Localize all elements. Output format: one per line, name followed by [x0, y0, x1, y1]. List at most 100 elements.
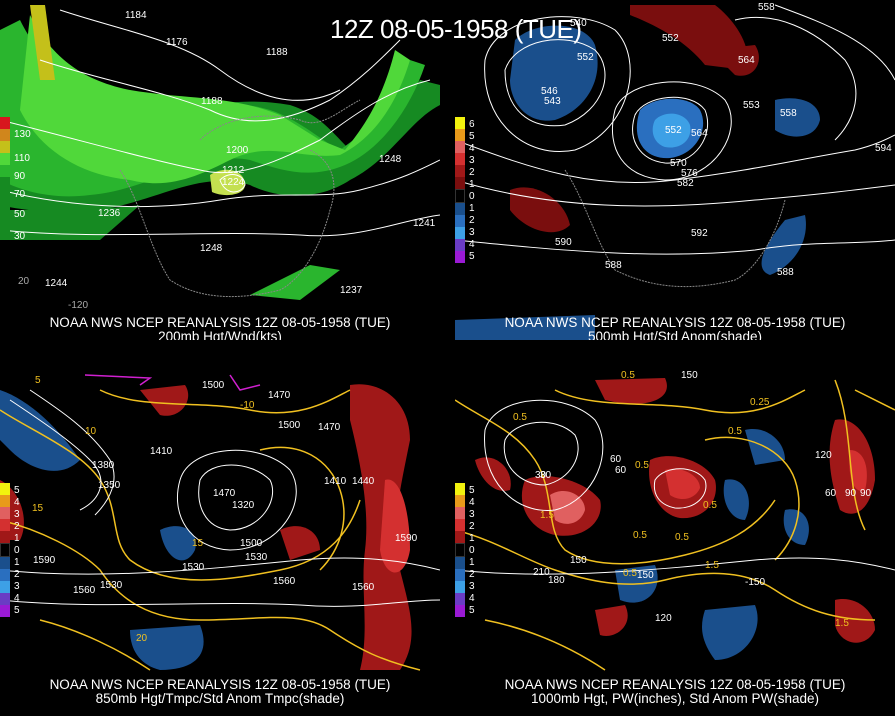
contour-label: 1320 [232, 500, 255, 511]
contour-label: 180 [548, 575, 565, 586]
pw-label: 0.5 [728, 426, 742, 437]
contour-label: 590 [555, 237, 572, 248]
contour-label: 1530 [245, 552, 268, 563]
contour-label: 90 [860, 488, 872, 499]
contour-label: 60 [825, 488, 837, 499]
contour-label: 552 [577, 52, 594, 63]
panel-subcaption: 850mb Hgt/Tmpc/Std Anom Tmpc(shade) [95, 691, 345, 706]
legend-label: 0 [469, 545, 475, 556]
pw-label: 0.25 [750, 397, 770, 408]
contour-label: 570 [670, 158, 687, 169]
legend-label: 3 [14, 581, 20, 592]
legend-swatch [0, 507, 10, 519]
legend-swatch [455, 569, 465, 581]
contour-label: 1184 [125, 10, 147, 21]
panel-1000mb: 5 4 3 2 1 0 1 2 3 4 5 150 0.5 0.25 0.5 0… [455, 370, 895, 710]
legend-swatch [455, 117, 465, 129]
legend-label: 30 [14, 231, 26, 242]
contour-label: 1470 [318, 422, 341, 433]
legend-label: 5 [469, 131, 475, 142]
legend-swatch [0, 495, 10, 507]
legend-swatch [0, 153, 10, 165]
contour-label: 1236 [98, 208, 121, 219]
panel-subcaption: 1000mb Hgt, PW(inches), Std Anom PW(shad… [530, 691, 820, 706]
pw-label: 0.5 [621, 370, 635, 381]
panel-caption: NOAA NWS NCEP REANALYSIS 12Z 08-05-1958 … [49, 315, 391, 330]
legend-swatch [455, 153, 465, 165]
map-200mb [0, 5, 440, 300]
contour-label: 120 [655, 613, 672, 624]
legend-label: 4 [14, 497, 20, 508]
contour-label: 1410 [150, 446, 173, 457]
legend-label: 3 [14, 509, 20, 520]
panel-subcaption: 200mb Hgt/Wnd(kts) [158, 329, 282, 341]
contour-label: 1248 [379, 154, 402, 165]
legend-swatch [455, 581, 465, 593]
legend-swatch [0, 581, 10, 593]
legend-swatch [455, 215, 465, 227]
contour-label: 60 [615, 465, 627, 476]
panel-500mb: 6 5 4 3 2 1 0 1 2 3 4 5 540 552 546 558 … [455, 0, 895, 340]
legend-label: 0 [469, 191, 475, 202]
legend-label: 2 [14, 569, 20, 580]
legend-swatch [0, 165, 10, 177]
pw-label: 0.5 [633, 530, 647, 541]
pw-label: 0.5 [703, 500, 717, 511]
legend-swatch [0, 605, 10, 617]
contour-label: 1224 [222, 177, 245, 188]
legend-label: 1 [14, 557, 20, 568]
contour-label: 1470 [213, 488, 236, 499]
legend-label: 3 [469, 581, 475, 592]
contour-label: 210 [533, 567, 550, 578]
legend-500mb: 6 5 4 3 2 1 0 1 2 3 4 5 [455, 117, 475, 263]
legend-label: 2 [469, 167, 475, 178]
legend-swatch [455, 543, 465, 557]
contour-label: 1530 [100, 580, 123, 591]
contour-label: 1560 [273, 576, 296, 587]
contour-label: 1500 [278, 420, 301, 431]
contour-label: 1241 [413, 218, 436, 229]
legend-label: 90 [14, 171, 26, 182]
legend-swatch [455, 605, 465, 617]
contour-label: 1590 [395, 533, 418, 544]
contour-label: 1350 [98, 480, 121, 491]
legend-swatch [455, 519, 465, 531]
legend-label: 2 [14, 521, 20, 532]
contour-label: 1560 [73, 585, 96, 596]
contour-label: 540 [570, 18, 587, 29]
pw-label: 0.5 [675, 532, 689, 543]
contour-label: 1200 [226, 145, 249, 156]
legend-swatch [0, 141, 10, 153]
legend-swatch [455, 251, 465, 263]
legend-swatch [455, 227, 465, 239]
contour-label: 1248 [200, 243, 223, 254]
contour-label: 1212 [222, 165, 245, 176]
legend-swatch [0, 531, 10, 543]
legend-swatch [455, 239, 465, 251]
contour-label: 588 [605, 260, 622, 271]
legend-swatch [0, 543, 10, 557]
legend-200mb: 130 110 90 70 50 30 [0, 117, 31, 242]
contour-label: 150 [637, 570, 654, 581]
legend-1000mb: 5 4 3 2 1 0 1 2 3 4 5 [455, 483, 475, 617]
legend-swatch [455, 177, 465, 189]
legend-label: 4 [469, 497, 475, 508]
contour-label: 120 [815, 450, 832, 461]
legend-swatch [0, 483, 10, 495]
page-title: 12Z 08-05-1958 (TUE) [330, 14, 582, 44]
legend-label: 110 [14, 153, 30, 164]
legend-swatch [455, 129, 465, 141]
temperature-label: 15 [192, 538, 204, 549]
legend-swatch [0, 117, 10, 129]
panel-caption: NOAA NWS NCEP REANALYSIS 12Z 08-05-1958 … [49, 677, 391, 692]
legend-swatch [455, 189, 465, 203]
latitude-label: 20 [18, 276, 30, 287]
legend-label: 2 [469, 521, 475, 532]
legend-label: 1 [469, 557, 475, 568]
panel-200mb: 130 110 90 70 50 30 1184 1176 1188 1188 … [0, 0, 440, 340]
map-850mb [0, 374, 440, 671]
legend-swatch [455, 141, 465, 153]
legend-label: 50 [14, 209, 26, 220]
contour-label: 592 [691, 228, 708, 239]
contour-label: 546 [541, 86, 558, 97]
